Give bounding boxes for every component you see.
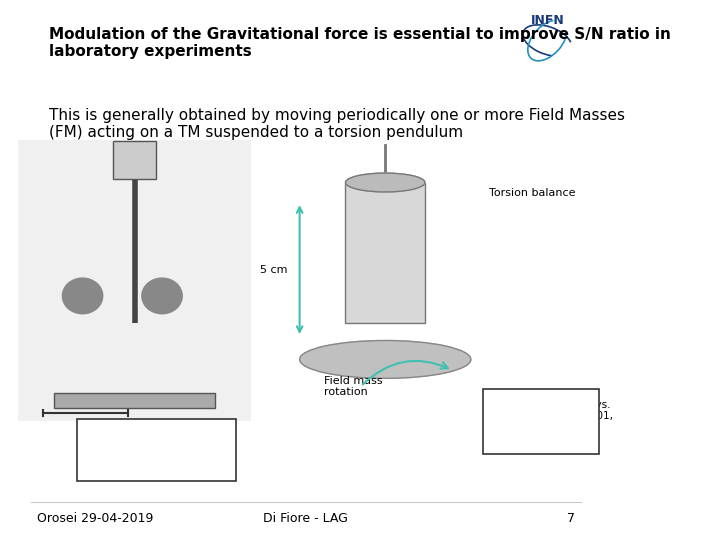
FancyArrowPatch shape <box>363 361 448 384</box>
Text: Orosei 29-04-2019: Orosei 29-04-2019 <box>37 512 153 525</box>
FancyBboxPatch shape <box>114 141 156 179</box>
Text: INFN: INFN <box>531 14 564 27</box>
FancyBboxPatch shape <box>77 418 236 481</box>
Text: 5 cm: 5 cm <box>260 265 287 274</box>
Text: Field mass
rotation: Field mass rotation <box>324 376 383 397</box>
Text: This is generally obtained by moving periodically one or more Field Masses
(FM) : This is generally obtained by moving per… <box>49 108 625 140</box>
Text: 7: 7 <box>567 512 575 525</box>
FancyBboxPatch shape <box>18 140 251 421</box>
FancyBboxPatch shape <box>346 183 425 323</box>
Ellipse shape <box>300 341 471 379</box>
Circle shape <box>142 278 182 314</box>
Text: Di Fiore - LAG: Di Fiore - LAG <box>264 512 348 525</box>
Text: Modulation of the Gravitational force is essential to improve S/N ratio in
labor: Modulation of the Gravitational force is… <box>49 27 671 59</box>
Circle shape <box>63 278 103 314</box>
FancyBboxPatch shape <box>483 389 599 454</box>
Text: Gundlach, Merkowitz,
Phys. Rev. Lett., 85,
2869, 2000: Gundlach, Merkowitz, Phys. Rev. Lett., 8… <box>89 430 202 463</box>
Ellipse shape <box>346 173 425 192</box>
FancyBboxPatch shape <box>54 393 215 408</box>
Text: DJ Kapner et al., Phys.
Rev. Lett., 98, 021101,
2007: DJ Kapner et al., Phys. Rev. Lett., 98, … <box>495 400 613 433</box>
Text: Torsion balance: Torsion balance <box>489 188 576 198</box>
